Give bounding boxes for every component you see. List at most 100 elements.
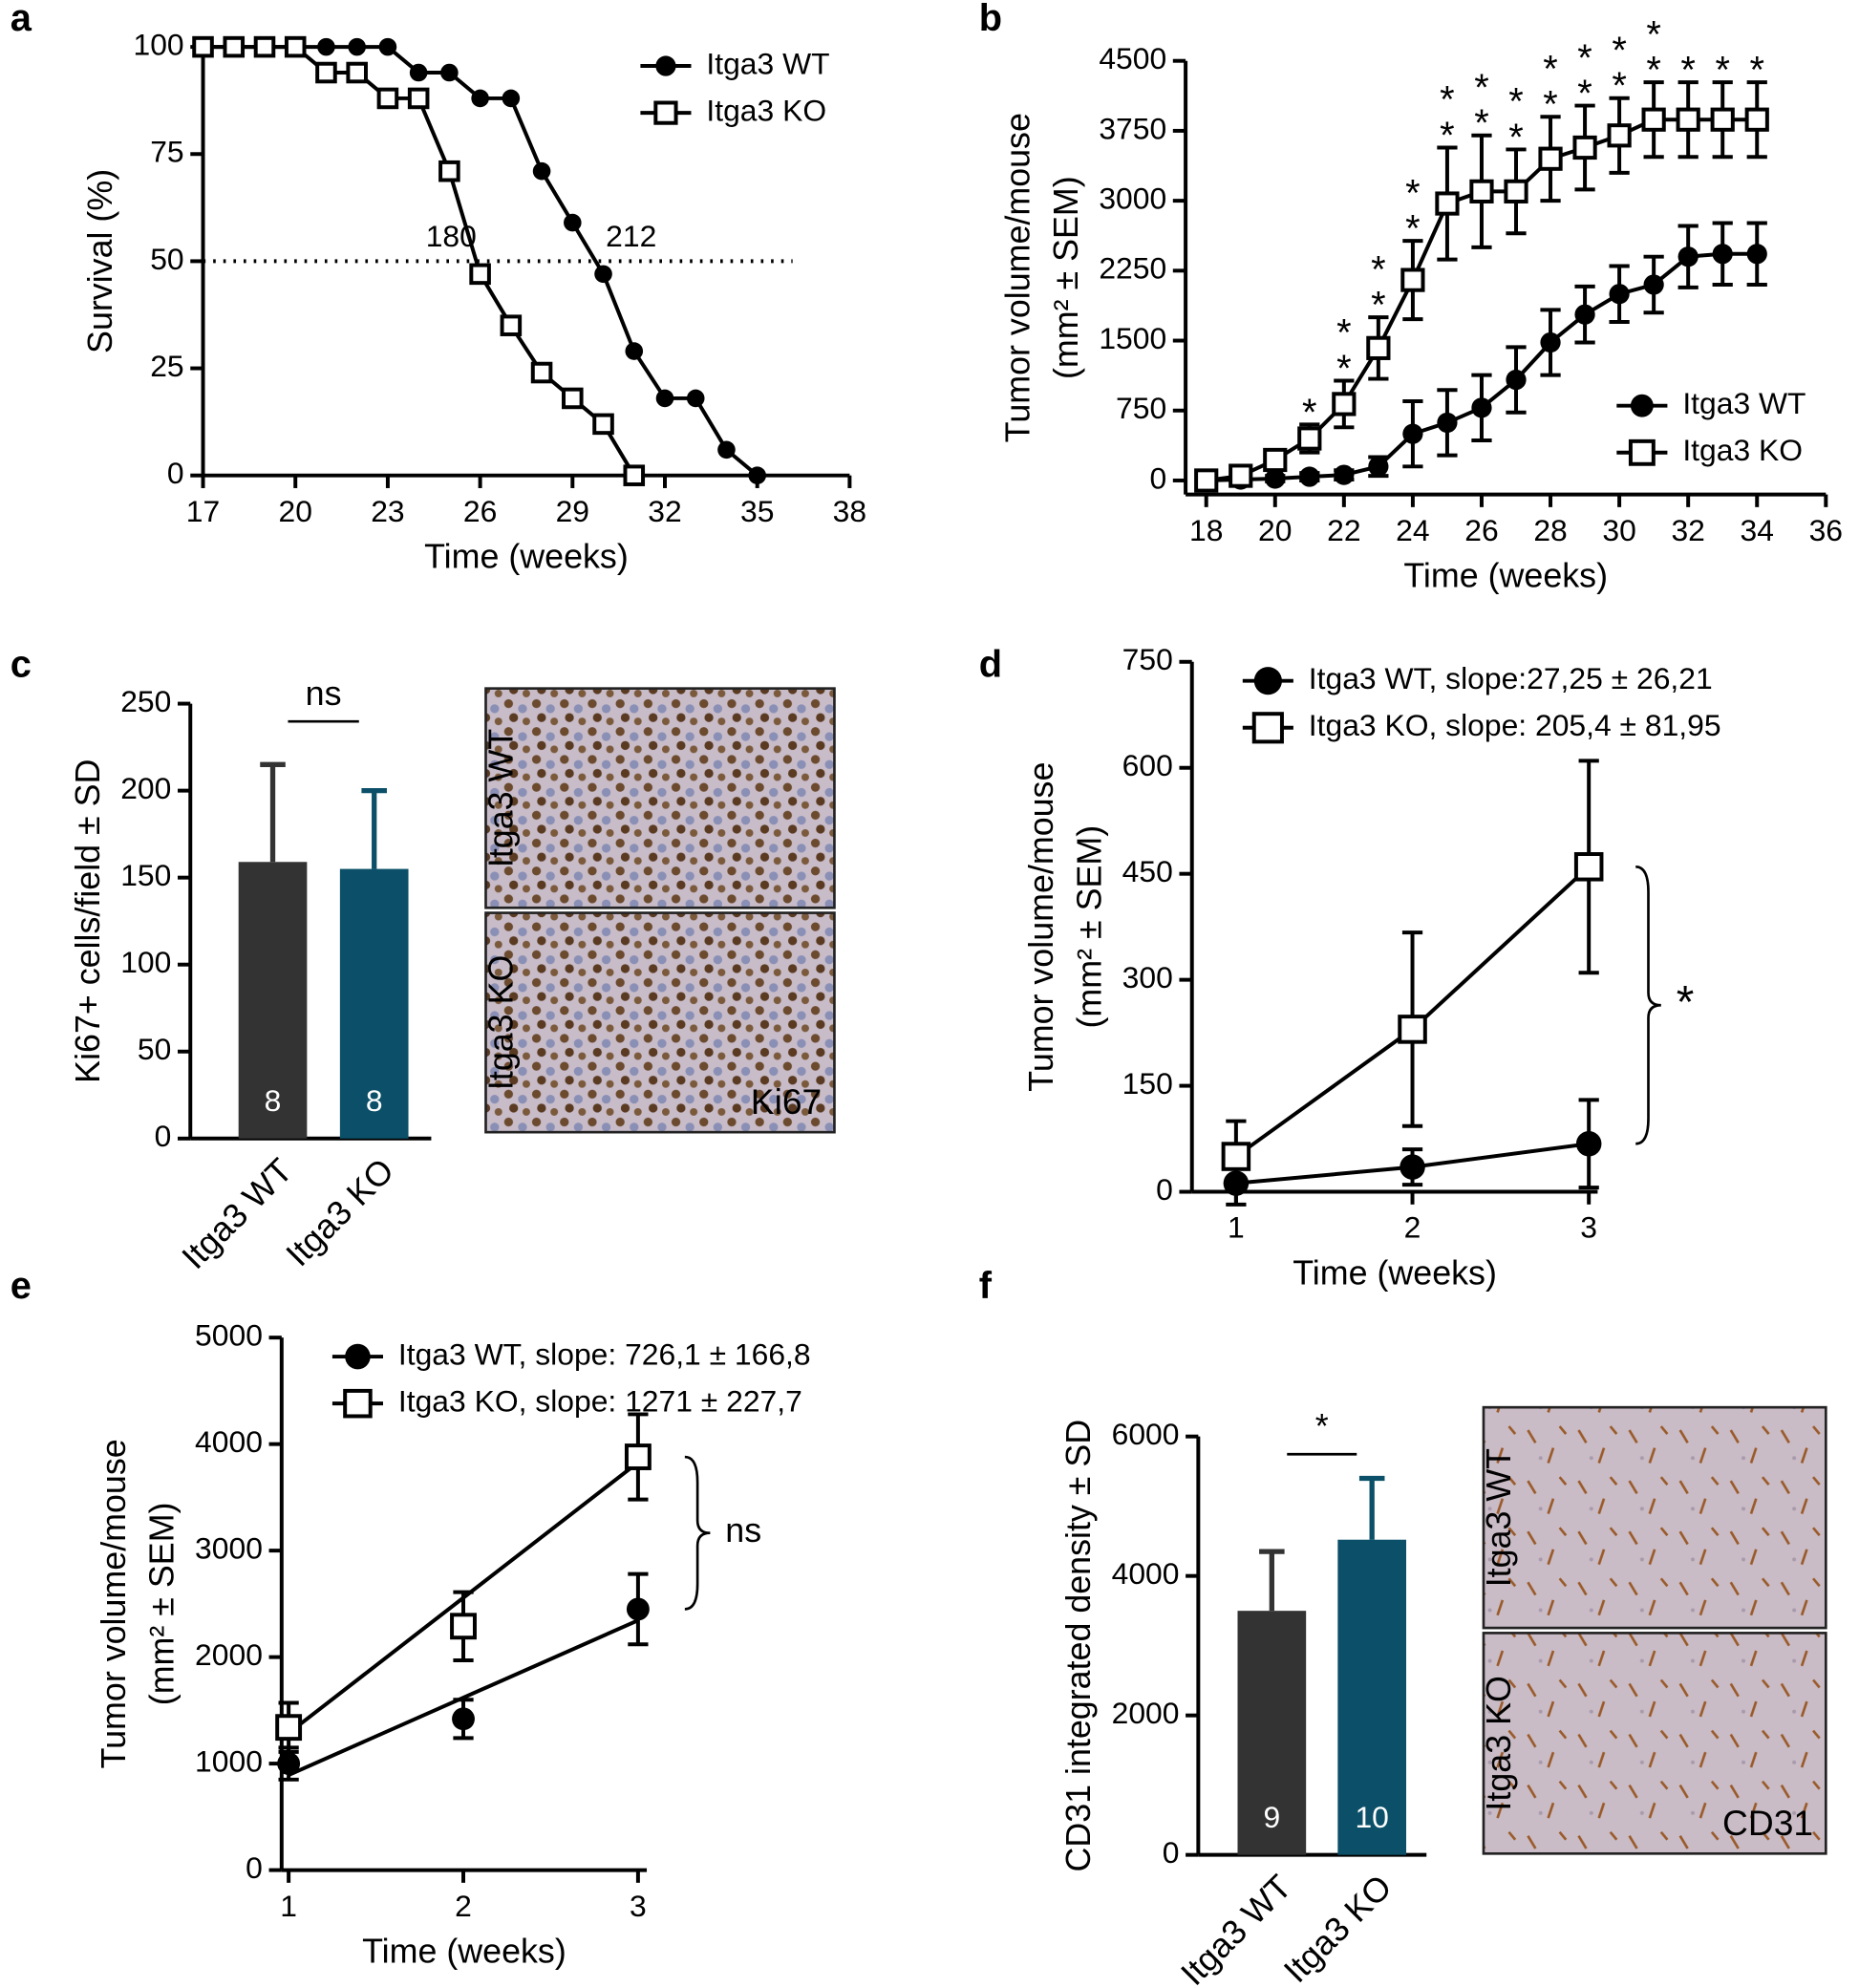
- y-tick-label: 25: [150, 349, 183, 383]
- y-tick-label: 3750: [1099, 111, 1166, 145]
- significance: * *: [1543, 48, 1557, 125]
- x-tick-label: 26: [463, 494, 497, 528]
- y-tick-label: 0: [1156, 1172, 1173, 1207]
- y-tick-label: 0: [1149, 460, 1166, 495]
- marker: [1297, 426, 1322, 451]
- marker: [1712, 244, 1733, 265]
- fit-line: [288, 1618, 639, 1777]
- marker: [407, 87, 430, 110]
- micrograph: [1482, 1405, 1827, 1630]
- significance: *: [1749, 49, 1763, 91]
- annotation: 212: [606, 219, 656, 253]
- x-tick-label: Itga3 KO: [279, 1151, 401, 1273]
- y-axis-label: CD31 integrated density ± SD: [1059, 1420, 1098, 1872]
- marker: [1334, 464, 1355, 485]
- y-tick-label: 1000: [195, 1743, 263, 1778]
- marker: [1265, 468, 1286, 489]
- bar: [1337, 1539, 1407, 1855]
- x-axis-label: Time (weeks): [362, 1933, 566, 1971]
- marker: [624, 1443, 652, 1470]
- x-tick-label: 36: [1809, 513, 1843, 547]
- x-axis-label: Time (weeks): [1403, 557, 1608, 595]
- marker: [1469, 179, 1494, 203]
- significance: * *: [1405, 172, 1421, 249]
- y-axis-label: Tumor volume/mouse: [1022, 762, 1060, 1092]
- bar: [1237, 1611, 1307, 1855]
- marker: [532, 161, 551, 181]
- x-axis-label: Time (weeks): [1293, 1254, 1497, 1293]
- panel-letter: e: [11, 1265, 32, 1307]
- x-tick-label: 26: [1464, 513, 1498, 547]
- x-tick-label: 1: [1228, 1210, 1245, 1245]
- fit-line: [287, 1461, 640, 1735]
- legend-label: Itga3 KO: [706, 94, 826, 128]
- marker: [1573, 852, 1604, 882]
- marker: [1437, 412, 1458, 434]
- y-axis-label: (mm² ± SEM): [1070, 825, 1108, 1029]
- marker: [1299, 466, 1320, 487]
- legend-marker: [1628, 438, 1656, 466]
- marker: [1746, 244, 1767, 265]
- marker: [317, 37, 335, 56]
- marker: [409, 63, 428, 82]
- bracket-label: ns: [725, 1511, 761, 1550]
- image-label: Itga3 KO: [482, 955, 521, 1090]
- significance: *: [1680, 49, 1695, 91]
- y-tick-label: 300: [1122, 960, 1173, 994]
- x-tick-label: Itga3 WT: [175, 1151, 300, 1276]
- marker: [625, 342, 644, 360]
- n-label: 10: [1355, 1800, 1388, 1834]
- x-tick-label: 20: [1258, 513, 1292, 547]
- y-tick-label: 6000: [1112, 1417, 1180, 1451]
- marker: [1574, 304, 1595, 325]
- y-tick-label: 200: [120, 771, 171, 805]
- image-label: Itga3 WT: [1480, 1448, 1518, 1587]
- marker: [450, 1613, 477, 1640]
- legend-label: Itga3 WT: [1682, 386, 1806, 420]
- marker: [1194, 468, 1219, 493]
- x-tick-label: 32: [1671, 513, 1704, 547]
- n-label: 9: [1263, 1800, 1280, 1834]
- marker: [1400, 267, 1425, 292]
- significance: * *: [1508, 80, 1523, 158]
- x-tick-label: 2: [455, 1889, 472, 1923]
- panel-letter: f: [979, 1265, 993, 1307]
- micrograph: [484, 911, 836, 1134]
- marker: [1221, 1142, 1251, 1171]
- marker: [500, 314, 523, 336]
- x-tick-label: 17: [186, 494, 220, 528]
- error-bar: [1358, 1475, 1385, 1540]
- marker: [1607, 123, 1632, 148]
- legend-marker: [1251, 712, 1284, 744]
- y-tick-label: 600: [1122, 748, 1173, 782]
- marker: [192, 35, 214, 58]
- marker: [275, 1714, 303, 1742]
- legend-label: Itga3 KO: [1682, 433, 1803, 467]
- marker: [1402, 423, 1423, 444]
- legend-label: Itga3 WT: [706, 46, 829, 80]
- x-tick-label: 2: [1404, 1210, 1421, 1245]
- marker: [1400, 1154, 1425, 1180]
- x-tick-label: Itga3 KO: [1276, 1868, 1399, 1988]
- legend-label: Itga3 KO, slope: 1271 ± 227,7: [398, 1384, 802, 1419]
- marker: [1435, 191, 1460, 216]
- y-tick-label: 4500: [1099, 41, 1166, 75]
- x-tick-label: 3: [630, 1889, 647, 1923]
- x-axis-label: Time (weeks): [424, 538, 629, 576]
- y-tick-label: 2250: [1099, 251, 1166, 286]
- error-bar: [260, 761, 286, 863]
- x-tick-label: 23: [371, 494, 404, 528]
- significance: *: [1715, 49, 1729, 91]
- marker: [348, 37, 366, 56]
- x-tick-label: 3: [1580, 1210, 1597, 1245]
- marker: [1744, 107, 1769, 132]
- marker: [1471, 397, 1492, 418]
- n-label: 8: [366, 1083, 383, 1118]
- y-tick-label: 100: [133, 28, 183, 62]
- y-tick-label: 0: [246, 1850, 263, 1885]
- panel-letter: d: [979, 644, 1002, 686]
- y-axis-label: Tumor volume/mouse: [95, 1439, 133, 1768]
- marker: [378, 37, 397, 56]
- error-bar: [1259, 1549, 1285, 1612]
- panel-letter: a: [11, 0, 32, 39]
